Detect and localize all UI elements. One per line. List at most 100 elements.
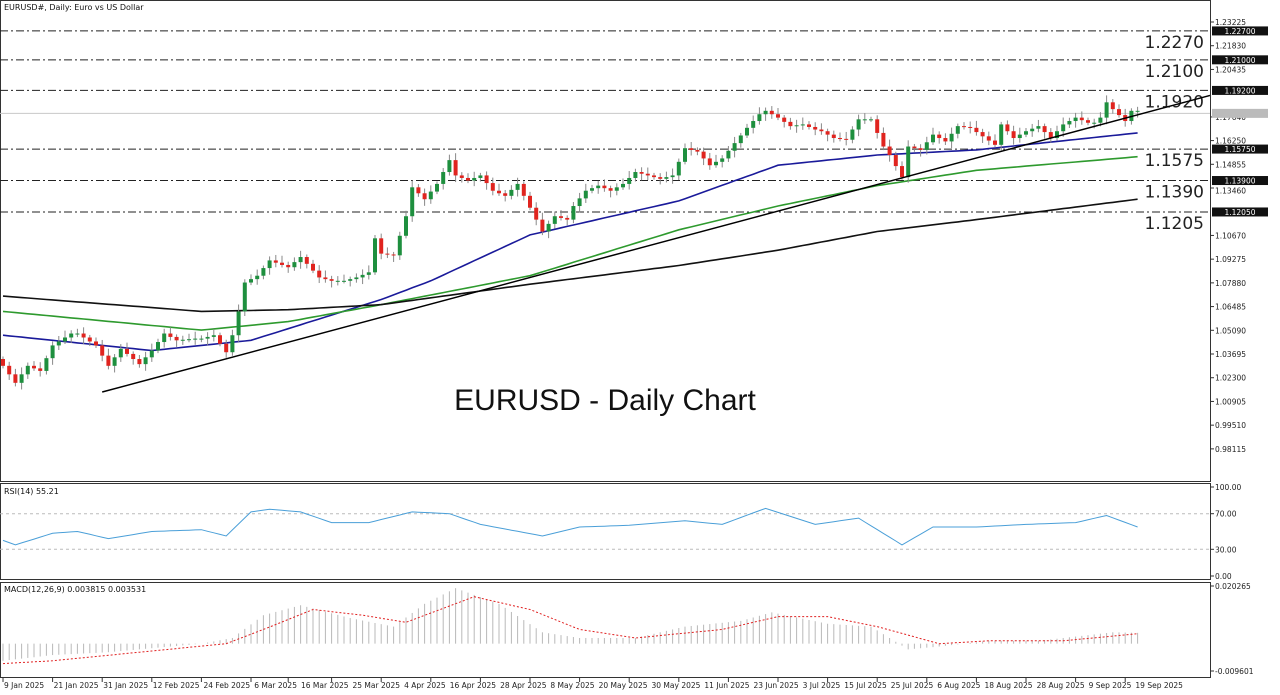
bearish-candle [311,263,315,271]
bullish-candle [732,143,737,151]
macd-pane[interactable] [0,582,1211,678]
bearish-candle [875,119,880,133]
rsi-pane[interactable] [0,483,1211,580]
bearish-candle [1042,126,1047,133]
bearish-candle [1079,117,1084,121]
bearish-candle [13,374,18,383]
price-tick-label: 1.10670 [1215,231,1246,240]
rsi-tick-label: 0.00 [1215,572,1232,581]
bearish-candle [490,183,495,191]
bearish-candle [540,219,545,232]
bearish-candle [639,172,644,174]
bearish-candle [689,148,694,150]
bullish-candle [360,274,365,278]
rsi-tick-label: 70.00 [1215,510,1237,519]
bearish-candle [304,257,309,264]
bearish-candle [38,368,43,371]
bearish-candle [887,146,892,156]
price-tick-label: 0.98115 [1215,445,1246,454]
bearish-candle [1011,131,1016,139]
bearish-candle [273,260,278,263]
level-price-box-label: 1.22700 [1224,27,1255,36]
bearish-candle [776,114,780,118]
bullish-candle [714,161,718,166]
bearish-candle [385,253,390,255]
time-tick-label: 19 Sep 2025 [1135,681,1183,690]
bullish-candle [156,342,160,351]
bearish-candle [838,138,842,140]
bearish-candle [416,187,421,194]
bearish-candle [980,132,985,137]
bullish-candle [590,188,594,191]
bullish-candle [478,175,483,178]
bearish-candle [943,138,948,142]
bullish-candle [187,339,191,341]
moving-averages [2,132,1138,352]
bullish-candle [211,335,216,337]
bullish-candle [75,333,80,335]
bullish-candle [670,175,675,178]
ma50-line [2,132,1138,352]
price-tick-label: 1.21830 [1215,42,1246,51]
bullish-candle [571,206,576,220]
bearish-candle [831,134,836,139]
bullish-candle [193,338,198,340]
bullish-candle [577,198,582,207]
macd-label: MACD(12,26,9) 0.003815 0.003531 [4,585,146,594]
time-tick-label: 4 Apr 2025 [404,681,446,690]
bullish-candle [1036,126,1041,129]
bullish-candle [546,223,551,232]
price-tick-label: 1.23225 [1215,18,1246,27]
bullish-candle [162,333,167,343]
bearish-candle [701,151,706,159]
bullish-candle [1055,131,1059,139]
bullish-candle [472,177,477,181]
time-tick-label: 18 Aug 2025 [985,681,1033,690]
bullish-candle [205,336,210,339]
bearish-candle [1086,120,1090,123]
level-label: 1.2270 [1145,33,1204,53]
time-tick-label: 9 Sep 2025 [1089,681,1132,690]
level-price-box-label: 1.19200 [1224,86,1255,95]
main-pane[interactable] [0,0,1211,482]
bearish-candle [962,126,966,128]
time-tick-label: 20 May 2025 [599,681,648,690]
bearish-candle [974,127,979,133]
bearish-candle [422,193,427,200]
bullish-candle [242,282,247,312]
bullish-candle [249,279,253,283]
bullish-candle [1104,102,1109,118]
time-axis[interactable]: 9 Jan 2025 21 Jan 2025 31 Jan 2025 12 Feb 2… [2,678,1183,690]
bullish-candle [1024,131,1028,135]
level-label: 1.2100 [1145,62,1204,82]
bearish-candle [825,131,830,135]
bearish-candle [602,185,607,189]
bearish-candle [106,355,111,366]
bearish-candle [466,177,470,181]
level-label: 1.1920 [1145,92,1204,112]
bearish-candle [32,365,36,369]
bearish-candle [993,140,997,145]
bearish-candle [379,238,384,254]
bullish-candle [404,216,408,236]
time-tick-label: 3 Jul 2025 [803,681,841,690]
bullish-candle [1067,121,1072,125]
bullish-candle [143,357,148,365]
bearish-candle [81,333,86,338]
bearish-candle [695,149,700,152]
bearish-candle [168,333,173,337]
bearish-candle [658,177,663,179]
bearish-candle [329,279,334,281]
bullish-candle [63,337,67,342]
time-tick-label: 31 Jan 2025 [103,681,148,690]
bearish-candle [986,136,991,141]
bullish-candle [683,148,687,162]
bullish-candle [112,357,117,366]
macd-tick-label: 0.020265 [1215,582,1251,591]
bullish-candle [583,190,588,199]
price-axis[interactable]: 1.22700 1.21000 1.19200 1.15750 1.13900 1.120… [1210,18,1268,454]
bearish-candle [813,126,818,130]
bullish-candle [19,374,24,383]
bullish-candle [236,311,241,336]
